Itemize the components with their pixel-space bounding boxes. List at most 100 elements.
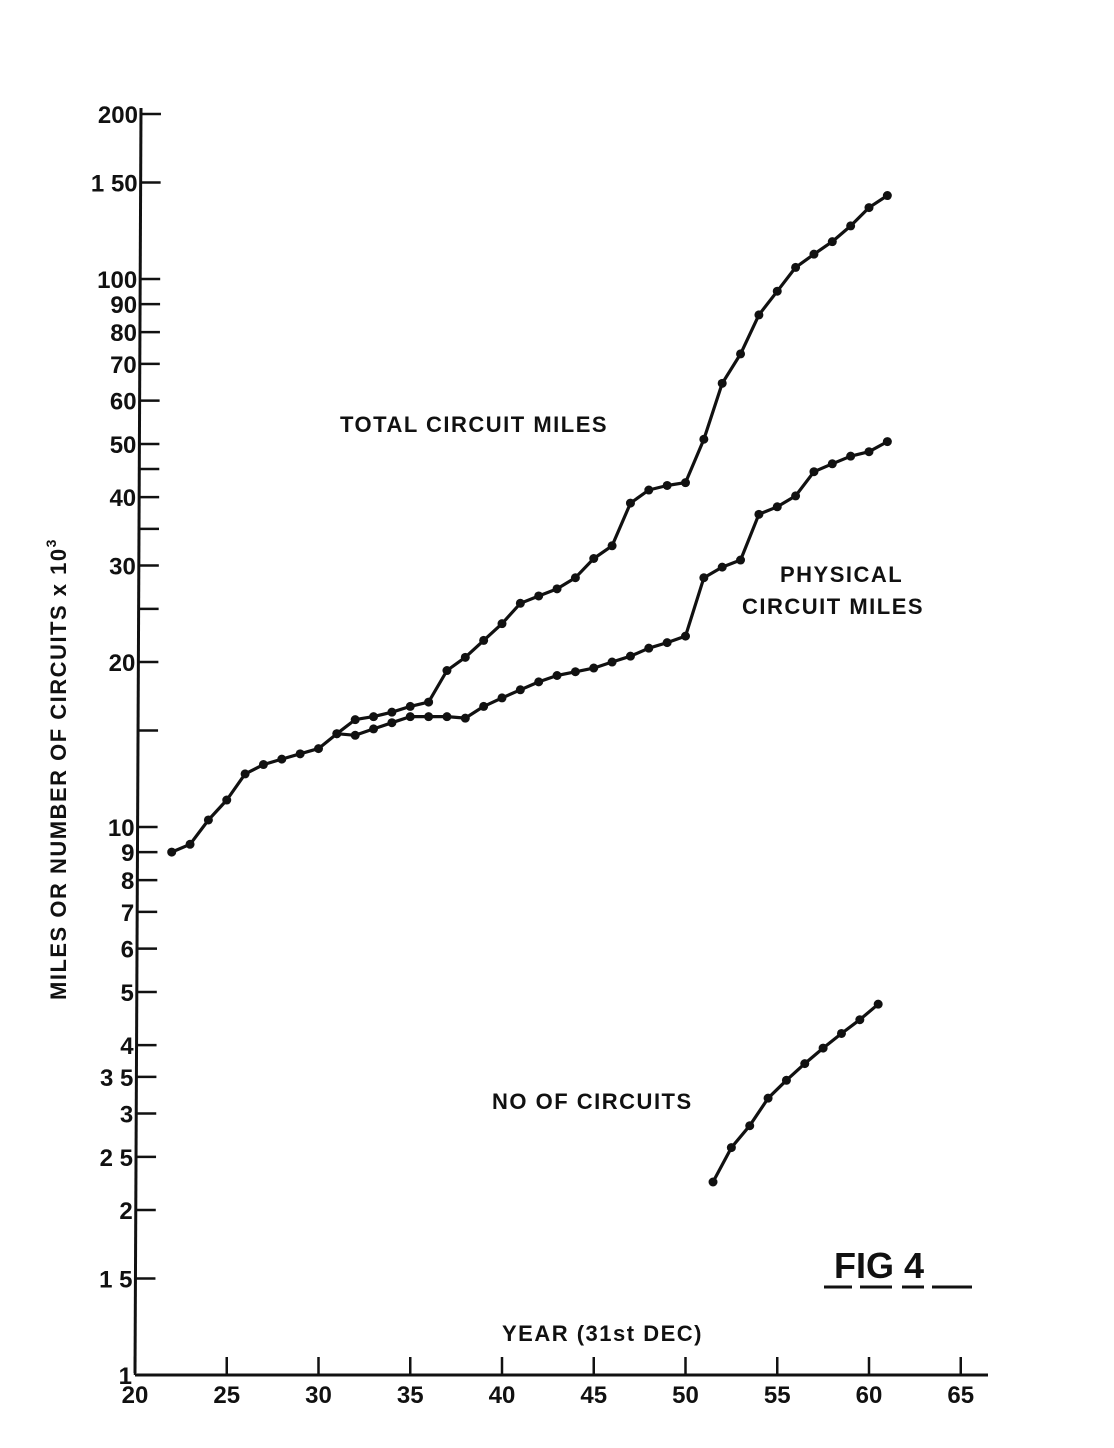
y-tick-label: 1 xyxy=(119,1363,132,1390)
x-tick-label: 65 xyxy=(947,1382,974,1409)
physical-circuit-miles-point xyxy=(644,643,654,653)
no-of-circuits-point xyxy=(763,1093,773,1103)
total-circuit-miles-point xyxy=(791,262,801,272)
total-circuit-miles-point xyxy=(607,541,617,551)
y-tick-label: 90 xyxy=(110,292,137,319)
physical-circuit-miles-point xyxy=(350,730,360,740)
y-tick-label: 7 xyxy=(121,900,134,927)
physical-circuit-miles-point xyxy=(570,667,580,677)
y-tick-label: 60 xyxy=(110,389,137,416)
total-circuit-miles-point xyxy=(681,478,690,488)
total-circuit-miles-point xyxy=(350,715,360,725)
y-tick-label: 3 xyxy=(120,1102,133,1129)
physical-circuit-miles-label-line1: PHYSICAL xyxy=(780,562,903,587)
x-tick-label: 60 xyxy=(856,1382,883,1409)
no-of-circuits-point xyxy=(745,1121,755,1131)
physical-circuit-miles-point xyxy=(864,447,874,457)
x-ticks: 20 25 30 35 40 45 50 55 60 65 xyxy=(122,1357,974,1409)
total-circuit-miles-label: TOTAL CIRCUIT MILES xyxy=(340,412,608,437)
total-circuit-miles-point xyxy=(369,712,379,722)
total-circuit-miles-point xyxy=(772,286,782,296)
y-tick-label: 10 xyxy=(108,815,135,842)
physical-circuit-miles-point xyxy=(736,555,746,565)
y-axis-label-exponent: 3 xyxy=(43,538,59,547)
total-circuit-miles-point xyxy=(552,584,562,594)
physical-circuit-miles-line xyxy=(336,440,889,737)
y-tick-label: 50 xyxy=(110,432,137,459)
total-circuit-miles-point xyxy=(460,652,470,662)
series-labels: TOTAL CIRCUIT MILES PHYSICAL CIRCUIT MIL… xyxy=(340,412,923,1114)
no-of-circuits-point xyxy=(855,1015,865,1025)
total-circuit-miles-point xyxy=(589,554,599,564)
physical-circuit-miles-point xyxy=(681,631,690,641)
physical-circuit-miles-point xyxy=(460,713,470,723)
no-of-circuits-point xyxy=(836,1028,846,1038)
total-circuit-miles-point xyxy=(570,573,580,583)
y-tick-label: 5 xyxy=(120,980,133,1007)
x-tick-label: 30 xyxy=(305,1382,332,1409)
physical-circuit-miles-point xyxy=(332,729,342,739)
physical-circuit-miles-point xyxy=(589,663,599,673)
total-circuit-miles-point xyxy=(846,221,856,231)
x-tick-label: 20 xyxy=(122,1382,149,1409)
y-tick-label: 20 xyxy=(109,650,136,677)
x-tick-label: 40 xyxy=(489,1382,516,1409)
physical-circuit-miles-point xyxy=(791,491,801,501)
total-circuit-miles-point xyxy=(222,795,232,805)
total-circuit-miles-point xyxy=(387,707,397,717)
total-circuit-miles-point xyxy=(314,744,323,754)
total-circuit-miles-point xyxy=(809,249,819,259)
physical-circuit-miles-point xyxy=(699,573,709,583)
total-circuit-miles-point xyxy=(497,619,507,629)
physical-circuit-miles-point xyxy=(754,509,764,519)
physical-circuit-miles-point xyxy=(442,712,452,722)
total-circuit-miles-point xyxy=(424,697,434,707)
total-circuit-miles-line xyxy=(171,194,889,854)
y-tick-label: 200 xyxy=(98,102,138,129)
total-circuit-miles-point xyxy=(625,498,635,508)
total-circuit-miles-point xyxy=(717,378,727,388)
y-axis-label: MILES OR NUMBER OF CIRCUITS x 103 xyxy=(43,538,71,1000)
y-tick-label: 2 5 xyxy=(100,1145,133,1172)
x-tick-label: 35 xyxy=(397,1382,424,1409)
figure-label-text: FIG 4 xyxy=(834,1245,924,1286)
no-of-circuits-point xyxy=(726,1143,736,1153)
physical-circuit-miles-point xyxy=(662,638,672,648)
total-circuit-miles-point xyxy=(662,480,672,490)
total-circuit-miles-point xyxy=(442,666,452,676)
total-circuit-miles-point xyxy=(515,598,525,608)
total-circuit-miles-point xyxy=(699,434,709,444)
y-tick-label: 1 50 xyxy=(91,171,138,198)
physical-circuit-miles-point xyxy=(809,467,819,477)
physical-circuit-miles-point xyxy=(827,459,837,469)
figure-label: FIG 4 xyxy=(824,1245,972,1289)
total-circuit-miles-point xyxy=(295,749,305,759)
series-group xyxy=(167,191,892,1187)
total-circuit-miles-point xyxy=(203,815,213,825)
y-tick-label: 2 xyxy=(119,1198,132,1225)
physical-circuit-miles-point xyxy=(882,437,892,447)
total-circuit-miles-point xyxy=(534,591,544,601)
y-tick-label: 6 xyxy=(121,937,134,964)
physical-circuit-miles-point xyxy=(625,651,635,661)
svg-text:MILES OR NUMBER OF CIRCUITS x: MILES OR NUMBER OF CIRCUITS x 103 xyxy=(43,538,71,1000)
total-circuit-miles-point xyxy=(479,635,489,645)
physical-circuit-miles-point xyxy=(772,502,782,512)
total-circuit-miles-point xyxy=(644,485,654,495)
total-circuit-miles-point xyxy=(167,847,177,857)
physical-circuit-miles-point xyxy=(515,685,525,695)
no-of-circuits-point xyxy=(873,999,883,1009)
total-circuit-miles-point xyxy=(277,754,287,764)
physical-circuit-miles-point xyxy=(405,712,415,722)
no-of-circuits-point xyxy=(708,1177,718,1187)
x-axis-label: YEAR (31st DEC) xyxy=(502,1321,703,1346)
y-tick-label: 9 xyxy=(121,840,134,867)
total-circuit-miles-point xyxy=(405,701,415,711)
physical-circuit-miles-point xyxy=(497,693,507,703)
physical-circuit-miles-point xyxy=(846,451,856,461)
no-of-circuits-point xyxy=(781,1075,791,1085)
total-circuit-miles-point xyxy=(240,769,250,779)
physical-circuit-miles-point xyxy=(387,718,397,728)
